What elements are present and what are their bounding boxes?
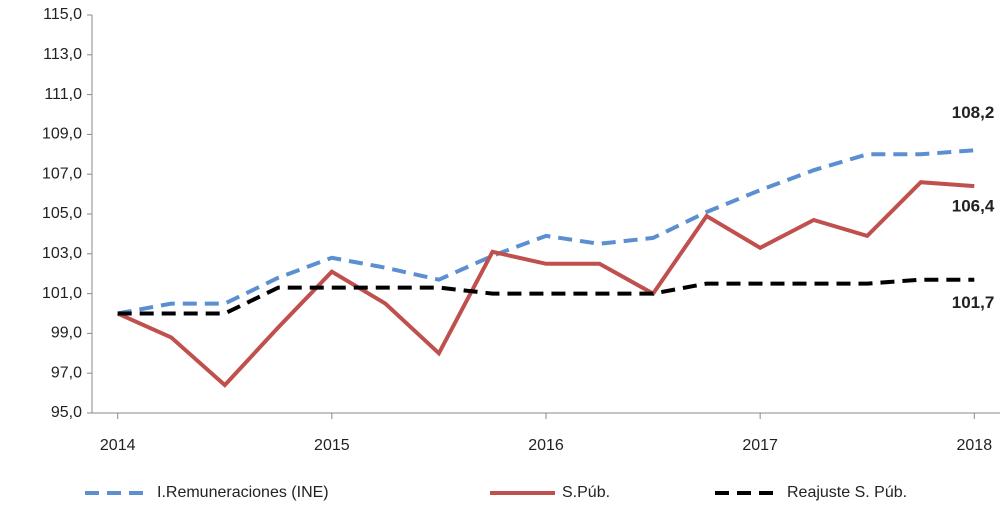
value-label: 106,4 — [952, 197, 995, 216]
x-tick-label: 2014 — [100, 437, 136, 454]
x-tick-label: 2015 — [314, 437, 350, 454]
y-tick-label: 113,0 — [43, 46, 82, 63]
value-label: 101,7 — [952, 293, 995, 312]
y-tick-label: 97,0 — [51, 364, 82, 381]
y-tick-label: 105,0 — [42, 205, 82, 222]
x-tick-label: 2018 — [957, 437, 993, 454]
y-tick-label: 103,0 — [42, 245, 82, 262]
y-tick-label: 107,0 — [42, 165, 82, 182]
y-tick-label: 95,0 — [51, 404, 82, 421]
y-tick-label: 101,0 — [42, 285, 82, 302]
series-line — [116, 180, 975, 388]
x-tick-label: 2016 — [528, 437, 564, 454]
series-line — [117, 277, 975, 316]
y-tick-label: 109,0 — [42, 126, 82, 143]
legend-label: I.Remuneraciones (INE) — [157, 484, 329, 501]
value-label: 108,2 — [952, 103, 995, 122]
y-tick-label: 115,0 — [43, 6, 82, 23]
y-tick-label: 99,0 — [51, 325, 82, 342]
y-tick-label: 111,0 — [44, 86, 82, 103]
x-tick-label: 2017 — [742, 437, 778, 454]
legend-label: Reajuste S. Púb. — [787, 484, 907, 501]
legend-label: S.Púb. — [562, 484, 610, 501]
series-line — [117, 148, 975, 316]
